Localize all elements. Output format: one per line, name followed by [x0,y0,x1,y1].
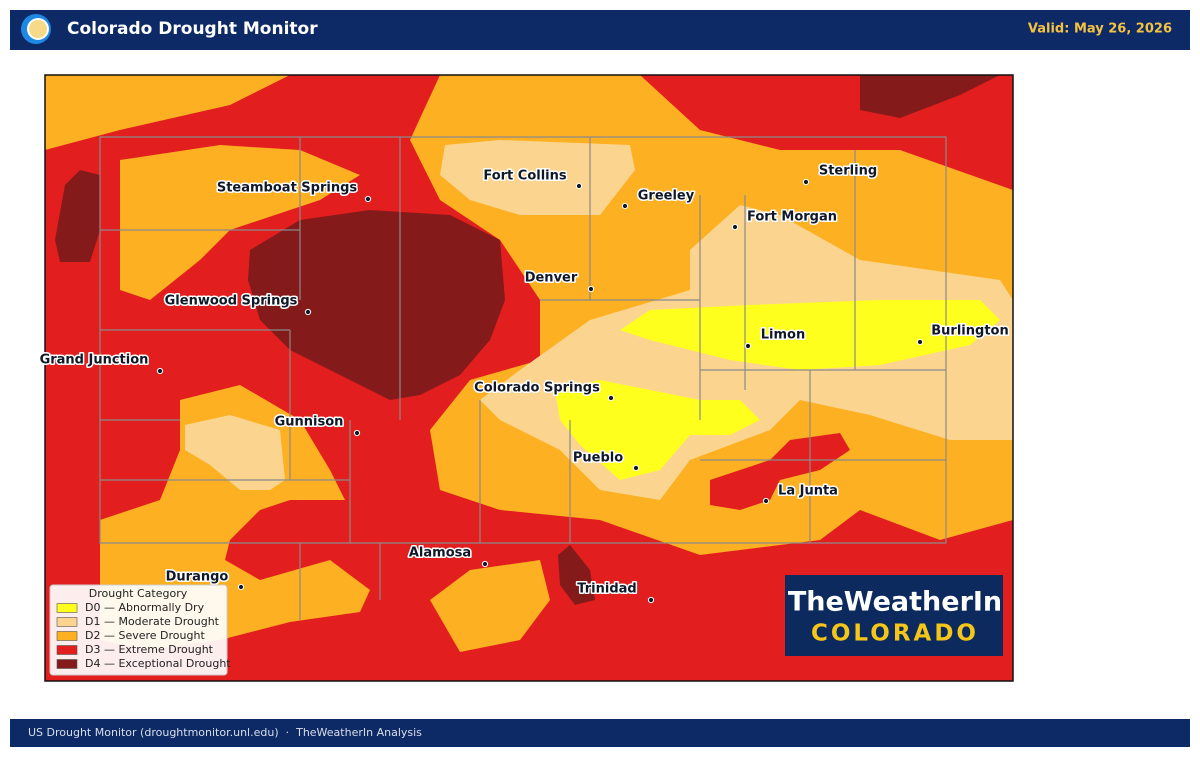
county-line [99,136,947,544]
city-label: Fort Collins [483,169,567,184]
city-dot [647,596,655,604]
legend-swatch [56,631,78,641]
city-label: Steamboat Springs [217,181,358,196]
city-label: Durango [166,570,229,585]
legend-label: D4 — Exceptional Drought [85,657,231,670]
city-label: Fort Morgan [747,210,837,225]
footer-bar [10,719,1190,747]
city-label: Burlington [931,324,1008,339]
city-label: Sterling [819,164,877,179]
city-label: Greeley [638,189,695,204]
city-dot [916,338,924,346]
header-bar [10,10,1190,50]
city-dot [304,308,312,316]
city-dot [802,178,810,186]
brand-name: TheWeatherIn [788,587,1002,618]
city-label: Denver [525,271,578,286]
drought-d2 [45,75,290,150]
county-line [100,137,946,620]
drought-d2 [100,385,370,650]
legend-title: Drought Category [89,587,188,600]
city-label: Trinidad [577,582,636,597]
drought-d1 [440,140,635,215]
drought-d3 [710,433,850,510]
legend-swatch [56,603,78,613]
city-dot [481,560,489,568]
city-label: Colorado Springs [474,381,600,396]
city-dot [632,464,640,472]
drought-d4 [558,545,595,605]
city-label: Limon [761,328,805,343]
city-dot [364,195,372,203]
brand-region: COLORADO [811,621,979,647]
city-label: Glenwood Springs [165,294,298,309]
valid-date: Valid: May 26, 2026 [1028,22,1172,37]
city-dot [744,342,752,350]
drought-d4 [248,210,505,400]
drought-d0 [555,380,760,480]
logo-sun [29,20,47,38]
city-dot [587,285,595,293]
city-dot [353,429,361,437]
city-dot [237,583,245,591]
city-label: Grand Junction [40,353,149,368]
city-layer: Steamboat Springs Fort Collins Greeley Ster… [38,162,1010,604]
city-dot [607,394,615,402]
drought-d2 [430,560,550,652]
city-label: Gunnison [275,415,344,430]
legend-label: D3 — Extreme Drought [85,643,214,656]
city-dot [575,182,583,190]
drought-d4 [55,170,100,262]
legend-label: D1 — Moderate Drought [85,615,220,628]
city-label: Alamosa [409,546,471,561]
drought-d4 [860,75,1000,118]
legend-label: D0 — Abnormally Dry [85,601,205,614]
drought-d1 [185,415,285,490]
brand-box [785,575,1003,656]
city-dot [621,202,629,210]
header-title: Colorado Drought Monitor [67,19,318,39]
legend-label: D2 — Severe Drought [85,629,205,642]
legend-box [49,584,228,676]
city-dot [762,497,770,505]
legend-swatch [56,617,78,627]
city-dot [156,367,164,375]
map-frame [44,74,1014,682]
footer-text: US Drought Monitor (droughtmonitor.unl.e… [28,726,422,739]
drought-d0 [620,300,1000,370]
map [45,75,1013,681]
city-dot [731,223,739,231]
city-label: La Junta [778,484,838,499]
city-label: Pueblo [573,451,623,466]
legend-swatch [56,659,78,669]
legend-swatch [56,645,78,655]
